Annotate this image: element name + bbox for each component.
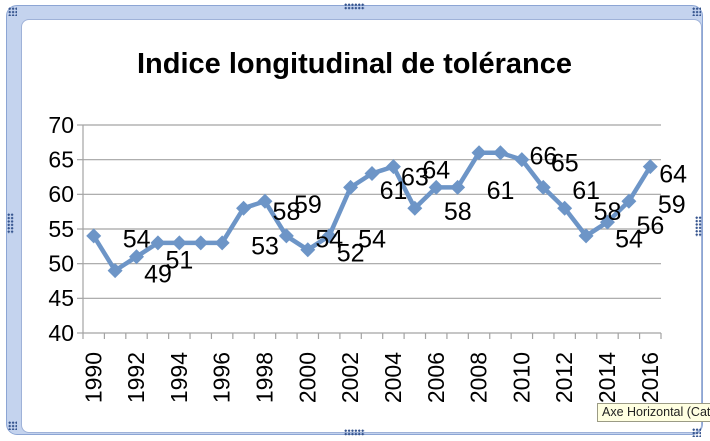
resize-handle-middle-right[interactable]: [695, 216, 702, 237]
data-point-marker[interactable]: [236, 200, 252, 216]
data-label[interactable]: 51: [166, 246, 194, 274]
resize-handle-bottom-right[interactable]: [692, 428, 701, 437]
data-point-marker[interactable]: [278, 228, 294, 244]
data-label[interactable]: 58: [273, 198, 301, 226]
data-label[interactable]: 64: [659, 160, 687, 188]
data-label[interactable]: 61: [487, 177, 515, 205]
x-axis-label[interactable]: 2006: [423, 352, 449, 403]
data-label[interactable]: 52: [337, 240, 365, 268]
data-label[interactable]: 54: [615, 226, 643, 254]
data-point-marker[interactable]: [578, 228, 594, 244]
x-axis-label[interactable]: 1998: [252, 352, 278, 403]
data-point-marker[interactable]: [150, 235, 166, 251]
y-axis-label[interactable]: 60: [48, 181, 74, 207]
chart-title[interactable]: Indice longitudinal de tolérance: [136, 48, 573, 80]
data-point-marker[interactable]: [514, 152, 530, 168]
data-point-marker[interactable]: [193, 235, 209, 251]
data-label[interactable]: 66: [529, 142, 557, 170]
chart-selection-frame[interactable]: [6, 5, 703, 435]
data-point-marker[interactable]: [492, 145, 508, 161]
data-point-marker[interactable]: [300, 242, 316, 258]
data-point-marker[interactable]: [450, 179, 466, 195]
data-point-marker[interactable]: [343, 179, 359, 195]
x-axis-label[interactable]: 1996: [209, 352, 235, 403]
resize-handle-top-right[interactable]: [692, 7, 701, 16]
data-point-marker[interactable]: [428, 179, 444, 195]
resize-handle-top-center[interactable]: [344, 3, 365, 10]
data-point-marker[interactable]: [257, 193, 273, 209]
data-point-marker[interactable]: [407, 200, 423, 216]
data-label[interactable]: 64: [422, 156, 450, 184]
data-point-marker[interactable]: [364, 166, 380, 182]
data-label[interactable]: 58: [594, 198, 622, 226]
data-label[interactable]: 63: [401, 163, 429, 191]
data-label[interactable]: 54: [315, 226, 343, 254]
x-axis-label[interactable]: 2014: [594, 352, 620, 403]
resize-handle-middle-left[interactable]: [7, 213, 14, 234]
data-label[interactable]: 61: [572, 177, 600, 205]
resize-handle-bottom-left[interactable]: [8, 421, 17, 430]
y-axis-label[interactable]: 50: [48, 250, 74, 276]
data-point-marker[interactable]: [557, 200, 573, 216]
axis-hover-tooltip: Axe Horizontal (Catégo: [597, 403, 710, 422]
y-axis-label[interactable]: 45: [48, 285, 74, 311]
data-label[interactable]: 58: [444, 198, 472, 226]
data-point-marker[interactable]: [642, 159, 658, 175]
x-axis-label[interactable]: 2012: [551, 352, 577, 403]
data-label[interactable]: 49: [144, 260, 172, 288]
data-point-marker[interactable]: [321, 228, 337, 244]
x-axis-label[interactable]: 2008: [466, 352, 492, 403]
x-axis-label[interactable]: 1992: [123, 352, 149, 403]
data-point-marker[interactable]: [621, 193, 637, 209]
data-label[interactable]: 56: [636, 212, 664, 240]
data-point-marker[interactable]: [171, 235, 187, 251]
data-label[interactable]: 53: [251, 233, 279, 261]
data-point-marker[interactable]: [129, 249, 145, 265]
x-axis-label[interactable]: 2016: [637, 352, 663, 403]
y-axis-label[interactable]: 40: [48, 320, 74, 346]
data-point-marker[interactable]: [535, 179, 551, 195]
x-axis-label[interactable]: 2002: [337, 352, 363, 403]
data-label[interactable]: 54: [123, 226, 151, 254]
y-axis-label[interactable]: 70: [48, 112, 74, 138]
x-axis-label[interactable]: 1994: [166, 352, 192, 403]
data-point-marker[interactable]: [214, 235, 230, 251]
y-axis-label[interactable]: 55: [48, 216, 74, 242]
y-axis-label[interactable]: 65: [48, 146, 74, 172]
data-label[interactable]: 59: [294, 191, 322, 219]
x-axis-label[interactable]: 1990: [80, 352, 106, 403]
data-point-marker[interactable]: [107, 263, 123, 279]
data-point-marker[interactable]: [86, 228, 102, 244]
data-point-marker[interactable]: [385, 159, 401, 175]
data-point-marker[interactable]: [599, 214, 615, 230]
x-axis-label[interactable]: 2000: [294, 352, 320, 403]
resize-handle-top-left[interactable]: [8, 7, 17, 16]
chart-plot-background[interactable]: [21, 19, 702, 433]
data-point-marker[interactable]: [471, 145, 487, 161]
data-label[interactable]: 54: [358, 226, 386, 254]
data-label[interactable]: 59: [658, 191, 686, 219]
x-axis-label[interactable]: 2010: [508, 352, 534, 403]
data-label[interactable]: 61: [380, 177, 408, 205]
resize-handle-bottom-center[interactable]: [344, 429, 365, 436]
data-label[interactable]: 65: [551, 149, 579, 177]
x-axis-label[interactable]: 2004: [380, 352, 406, 403]
